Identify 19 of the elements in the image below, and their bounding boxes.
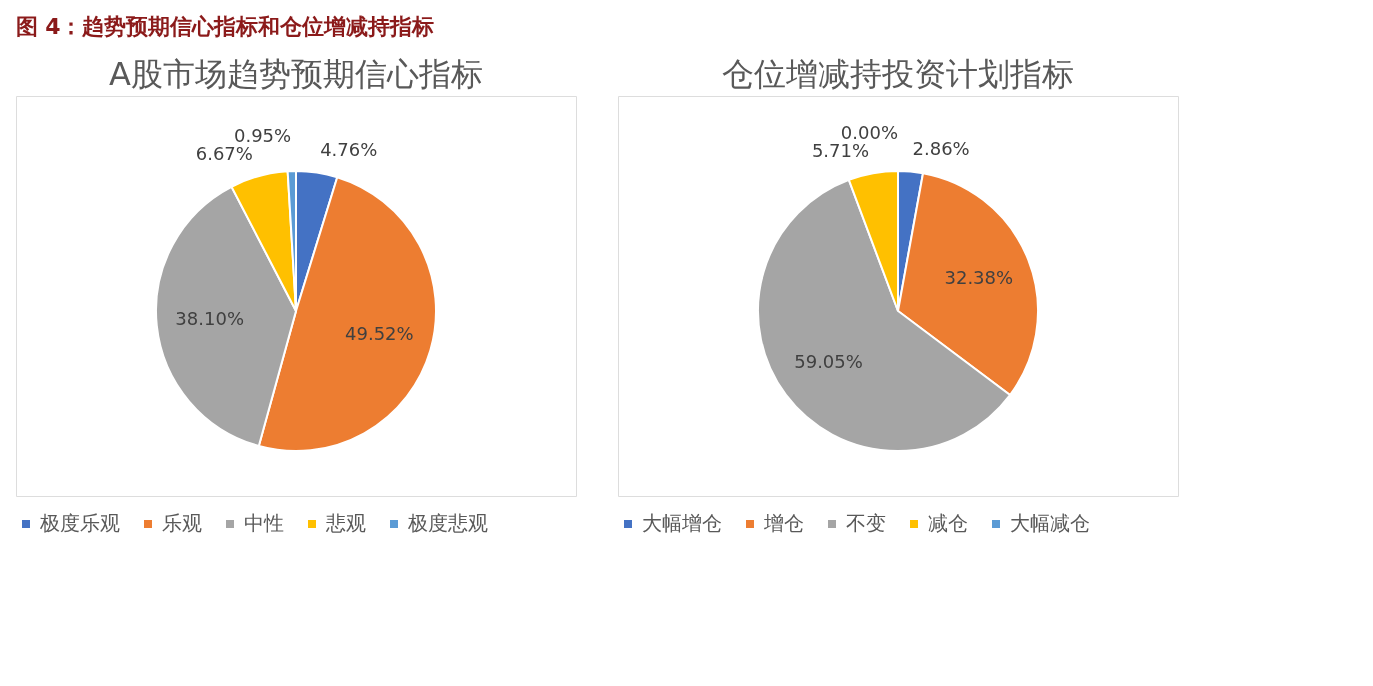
legend-label: 减仓 [928, 511, 968, 535]
data-label: 38.10% [175, 308, 244, 330]
chart-title: A股市场趋势预期信心指标 [109, 55, 483, 93]
legend-label: 大幅减仓 [1010, 511, 1090, 535]
data-label: 59.05% [794, 351, 863, 373]
caption: 图 4：趋势预期信心指标和仓位增减持指标 [15, 13, 435, 39]
legend-label: 乐观 [162, 511, 202, 535]
data-label: 2.86% [912, 137, 970, 159]
chart-title: 仓位增减持投资计划指标 [722, 55, 1074, 93]
legend-label: 悲观 [325, 511, 366, 535]
legend-label: 中性 [244, 511, 284, 535]
legend-label: 大幅增仓 [642, 511, 722, 535]
legend-label: 极度悲观 [407, 511, 488, 535]
legend-label: 不变 [846, 511, 886, 535]
legend-label: 极度乐观 [39, 511, 120, 535]
data-label: 49.52% [345, 323, 414, 345]
data-label: 4.76% [320, 138, 378, 160]
data-label: 32.38% [944, 267, 1014, 289]
legend-label: 增仓 [763, 511, 804, 535]
